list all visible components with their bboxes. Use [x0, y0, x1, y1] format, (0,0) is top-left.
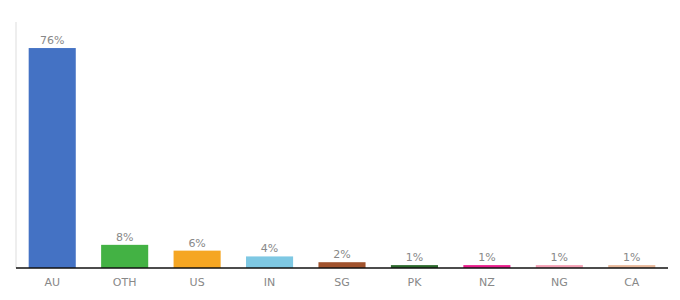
data-label: 1% — [623, 251, 640, 264]
x-tick-label: NZ — [479, 276, 495, 289]
y-axis-line — [16, 22, 17, 268]
data-label: 2% — [333, 248, 350, 261]
bars — [29, 48, 656, 268]
bar — [174, 251, 221, 268]
x-tick-label: OTH — [113, 276, 137, 289]
bar — [101, 245, 148, 268]
data-label: 4% — [261, 242, 278, 255]
x-tick-label: SG — [334, 276, 350, 289]
bar — [318, 262, 365, 268]
data-label: 1% — [406, 251, 423, 264]
chart-container: 76% 8% 6% 4% 2% 1% 1% 1% 1% AU OTH US IN SG PK NZ NG CA — [0, 0, 680, 300]
x-tick-label: CA — [624, 276, 640, 289]
bar — [246, 256, 293, 268]
data-label: 6% — [188, 237, 205, 250]
x-tick-label: NG — [551, 276, 568, 289]
x-tick-label: IN — [264, 276, 275, 289]
data-label: 1% — [478, 251, 495, 264]
x-tick-label: PK — [408, 276, 423, 289]
data-label: 76% — [40, 34, 64, 47]
data-label: 8% — [116, 231, 133, 244]
x-tick-label: AU — [44, 276, 60, 289]
x-tick-label: US — [190, 276, 205, 289]
data-label: 1% — [551, 251, 568, 264]
chart-svg: 76% 8% 6% 4% 2% 1% 1% 1% 1% AU OTH US IN SG PK NZ NG CA — [0, 0, 680, 300]
bar — [29, 48, 76, 268]
x-axis-line — [16, 267, 668, 269]
plot-area: 76% 8% 6% 4% 2% 1% 1% 1% 1% AU OTH US IN SG PK NZ NG CA — [16, 22, 668, 289]
